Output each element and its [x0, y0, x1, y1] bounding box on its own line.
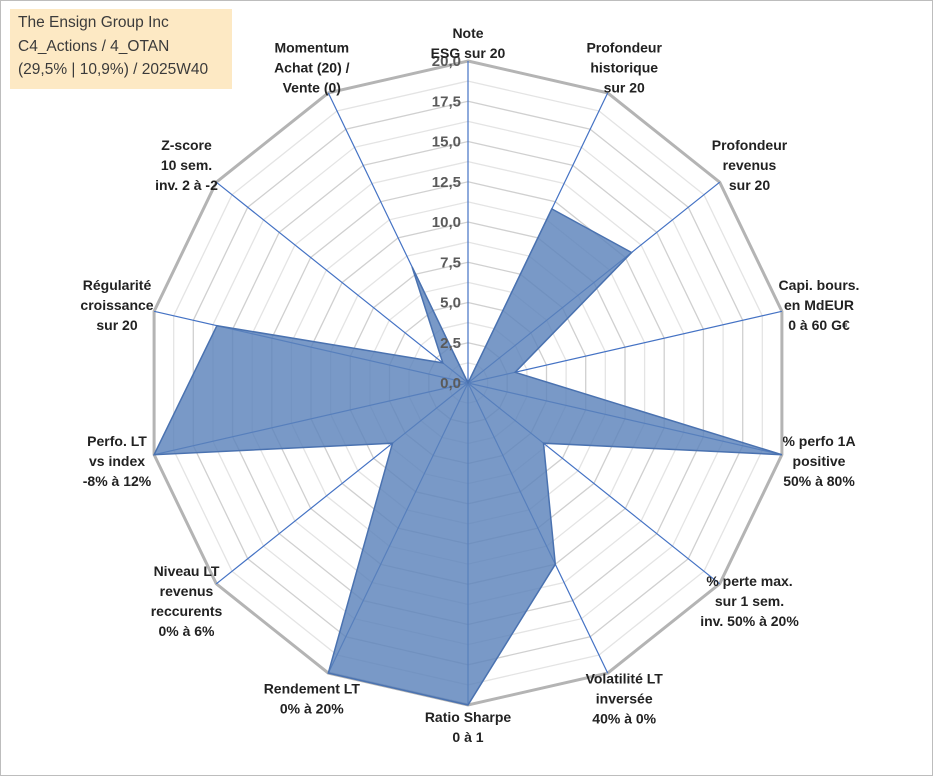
tick-label: 15,0	[432, 134, 461, 151]
tick-label: 0,0	[440, 375, 461, 392]
tick-label: 2,5	[440, 335, 461, 352]
axis-label-line: 0% à 6%	[158, 623, 215, 639]
axis-label-line: Vente (0)	[283, 80, 341, 96]
axis-label: Volatilité LT inversée 40% à 0%	[586, 670, 664, 726]
tick-label: 10,0	[432, 214, 461, 231]
axis-label-line: en MdEUR	[784, 297, 854, 313]
axis-label-line: Perfo. LT	[87, 433, 147, 449]
tick-label: 20,0	[432, 53, 461, 70]
axis-label-line: historique	[590, 60, 658, 76]
axis-label: Capi. bours. en MdEUR 0 à 60 G€	[779, 277, 860, 333]
axis-label-line: revenus	[160, 583, 214, 599]
stats-week: (29,5% | 10,9%) / 2025W40	[18, 61, 209, 78]
axis-label-line: Note	[452, 25, 483, 41]
axis-label-line: 50% à 80%	[783, 473, 855, 489]
series-area	[152, 207, 783, 706]
tick-label: 5,0	[440, 295, 461, 312]
axis-label: % perte max. sur 1 sem. inv. 50% à 20%	[700, 573, 799, 629]
radar-tick-labels: 0,0 2,5 5,0 7,5 10,0 12,5 15,0 17,5 20,0	[432, 53, 461, 392]
axis-label-line: % perte max.	[706, 573, 792, 589]
axis-label-line: Niveau LT	[154, 563, 220, 579]
axis-label: Rendement LT 0% à 20%	[264, 680, 361, 716]
axis-label-line: vs index	[89, 453, 145, 469]
tick-label: 12,5	[432, 174, 461, 191]
axis-label: Profondeur historique sur 20	[586, 40, 662, 96]
axis-label: Profondeur revenus sur 20	[712, 137, 788, 193]
axis-label-line: Profondeur	[586, 40, 662, 56]
axis-label-line: sur 1 sem.	[715, 593, 784, 609]
axis-label-line: inv. 2 à -2	[155, 177, 218, 193]
axis-label: Niveau LT revenus reccurents 0% à 6%	[151, 563, 223, 639]
axis-spoke	[467, 310, 783, 384]
axis-label-line: positive	[793, 453, 846, 469]
tick-label: 17,5	[432, 93, 461, 110]
axis-label: Note ESG sur 20	[431, 25, 506, 61]
radar-series	[152, 207, 783, 706]
axis-label-line: Capi. bours.	[779, 277, 860, 293]
tick-label: 7,5	[440, 254, 461, 271]
portfolio-path: C4_Actions / 4_OTAN	[18, 37, 170, 55]
axis-label-line: Régularité	[83, 277, 152, 293]
axis-label-line: sur 20	[96, 317, 137, 333]
axis-label-line: Rendement LT	[264, 680, 361, 696]
axis-label: Z-score 10 sem. inv. 2 à -2	[155, 137, 218, 193]
axis-label-line: % perfo 1A	[782, 433, 855, 449]
axis-label-line: revenus	[723, 157, 777, 173]
axis-label-line: inv. 50% à 20%	[700, 613, 799, 629]
axis-label: Perfo. LT vs index -8% à 12%	[83, 433, 152, 489]
radar-axis-labels: Note ESG sur 20 Profondeur historique sur 20…	[80, 25, 859, 745]
axis-label-line: 40% à 0%	[592, 710, 656, 726]
info-box: The Ensign Group Inc C4_Actions / 4_OTAN…	[10, 9, 232, 89]
axis-label-line: 0 à 1	[452, 729, 483, 745]
axis-label-line: inversée	[596, 690, 653, 706]
axis-label-line: Profondeur	[712, 137, 788, 153]
axis-label-line: ESG sur 20	[431, 45, 506, 61]
axis-label-line: 0% à 20%	[280, 700, 344, 716]
axis-label-line: croissance	[80, 297, 153, 313]
axis-label-line: -8% à 12%	[83, 473, 152, 489]
axis-label-line: Z-score	[161, 137, 212, 153]
axis-label-line: Momentum	[274, 40, 349, 56]
axis-label-line: Volatilité LT	[586, 670, 664, 686]
axis-label: Momentum Achat (20) / Vente (0)	[274, 40, 350, 96]
axis-label: Régularité croissance sur 20	[80, 277, 153, 333]
axis-label-line: Ratio Sharpe	[425, 709, 512, 725]
axis-label-line: Achat (20) /	[274, 60, 350, 76]
axis-spoke	[215, 181, 469, 384]
axis-label-line: 10 sem.	[161, 157, 212, 173]
axis-label-line: 0 à 60 G€	[788, 317, 850, 333]
axis-label-line: reccurents	[151, 603, 223, 619]
axis-label-line: sur 20	[729, 177, 770, 193]
axis-label-line: sur 20	[604, 80, 645, 96]
company-name: The Ensign Group Inc	[18, 14, 169, 31]
axis-label: % perfo 1A positive 50% à 80%	[782, 433, 855, 489]
axis-label: Ratio Sharpe 0 à 1	[425, 709, 512, 745]
